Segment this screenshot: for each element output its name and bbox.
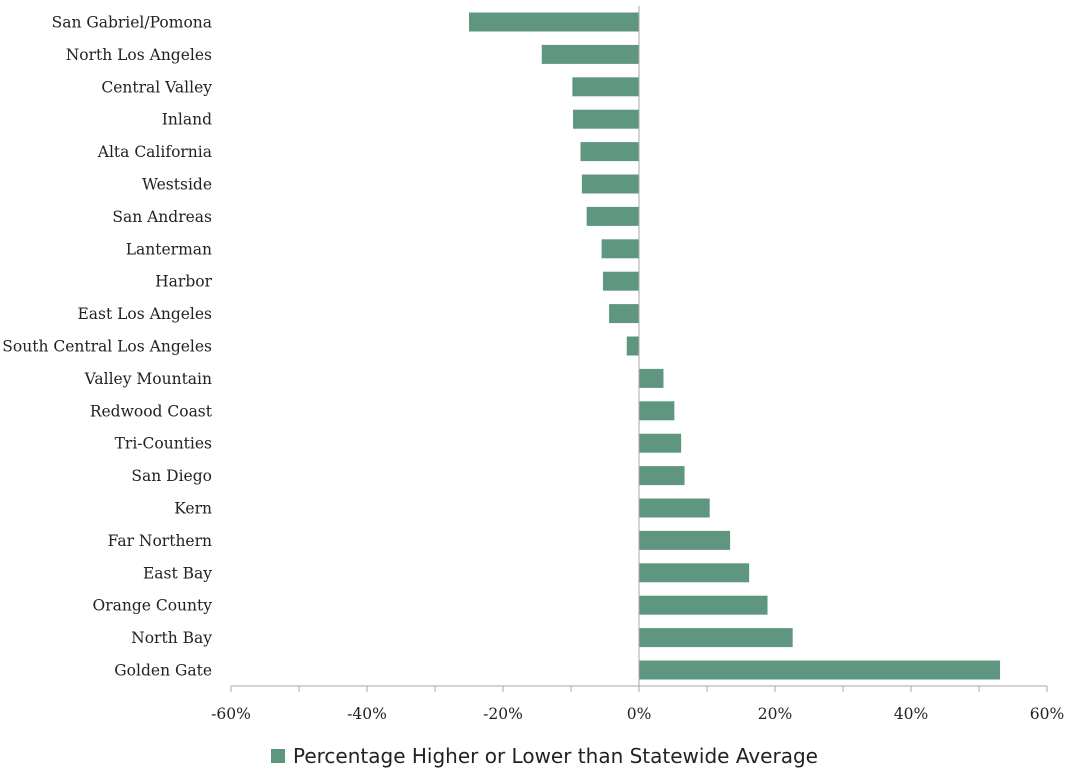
- category-label: Alta California: [97, 143, 212, 161]
- category-label: Far Northern: [108, 532, 212, 550]
- x-tick-label: 40%: [894, 705, 928, 723]
- category-label: San Gabriel/Pomona: [52, 14, 212, 32]
- category-label: North Los Angeles: [66, 46, 212, 64]
- bar: [541, 44, 639, 64]
- bar: [639, 530, 731, 550]
- bar: [573, 109, 639, 129]
- x-tick-label: -40%: [347, 705, 387, 723]
- bar: [609, 304, 639, 324]
- category-label: Kern: [174, 500, 212, 518]
- bar: [469, 12, 639, 32]
- category-label: East Los Angeles: [77, 305, 212, 323]
- legend-swatch: [271, 749, 285, 763]
- bar: [639, 660, 1001, 680]
- bar: [639, 628, 793, 648]
- category-label: Tri-Counties: [115, 435, 212, 453]
- category-label: East Bay: [143, 564, 212, 582]
- bar: [639, 368, 664, 388]
- category-label: San Andreas: [112, 208, 212, 226]
- bar: [639, 498, 710, 518]
- category-label: Orange County: [92, 597, 212, 615]
- x-tick-label: 20%: [758, 705, 792, 723]
- category-label: Redwood Coast: [90, 402, 213, 420]
- bar: [639, 595, 768, 615]
- category-label: Central Valley: [101, 78, 212, 96]
- bar: [639, 466, 685, 486]
- x-tick-label: 0%: [627, 705, 652, 723]
- category-label: Westside: [142, 176, 212, 194]
- legend: Percentage Higher or Lower than Statewid…: [271, 742, 818, 770]
- bar: [580, 142, 639, 162]
- category-label: North Bay: [131, 629, 212, 647]
- bar: [572, 77, 639, 97]
- category-label: Golden Gate: [114, 662, 212, 680]
- bar: [639, 401, 675, 421]
- x-tick-label: -60%: [211, 705, 251, 723]
- bar: [602, 271, 639, 291]
- bar: [626, 336, 639, 356]
- bar: [586, 206, 639, 226]
- bar: [639, 563, 750, 583]
- x-tick-label: 60%: [1030, 705, 1064, 723]
- bar: [601, 239, 639, 259]
- category-label: Lanterman: [126, 240, 212, 258]
- legend-label: Percentage Higher or Lower than Statewid…: [293, 744, 818, 768]
- category-label: San Diego: [131, 467, 212, 485]
- bar: [581, 174, 639, 194]
- category-label: Valley Mountain: [84, 370, 212, 388]
- category-label: Harbor: [155, 273, 212, 291]
- bar: [639, 433, 682, 453]
- category-label: South Central Los Angeles: [2, 338, 212, 356]
- category-label: Inland: [162, 111, 212, 129]
- x-tick-label: -20%: [483, 705, 523, 723]
